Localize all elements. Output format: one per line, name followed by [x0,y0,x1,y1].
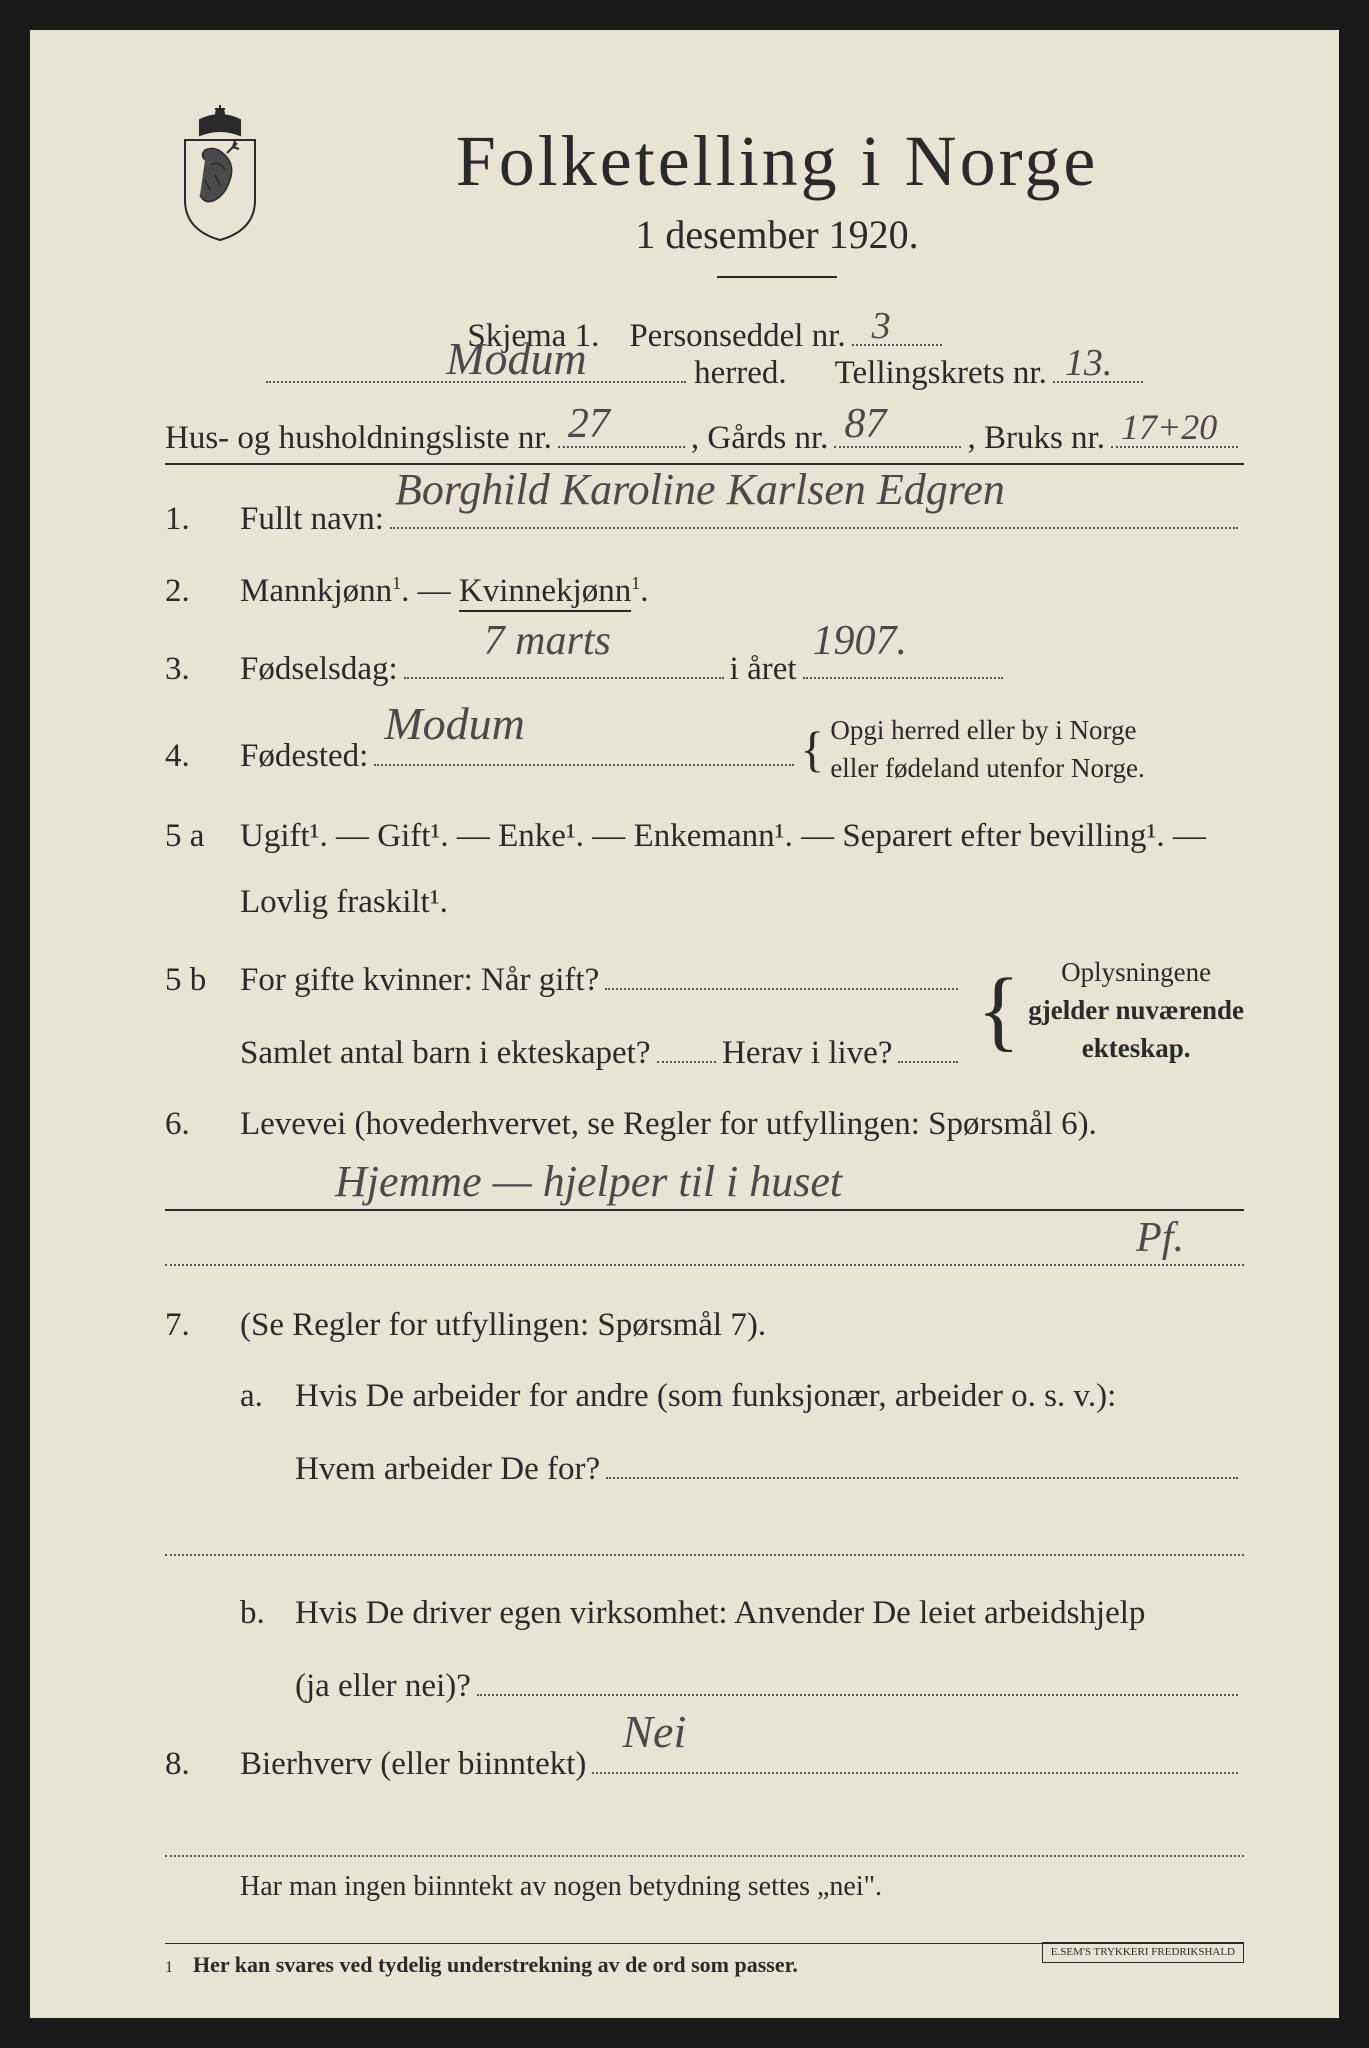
q4: 4. Fødested: Modum { Opgi herred eller b… [165,712,1244,788]
q3-day-value: 7 marts [484,604,611,680]
q5a-num: 5 a [165,807,240,866]
q5b-field2 [657,1017,717,1063]
q5b-label2: Samlet antal barn i ekteskapet? [240,1024,651,1083]
telling-value: 13. [1065,341,1113,385]
subtitle: 1 desember 1920. [310,211,1244,258]
q3-year-label: i året [730,640,797,699]
printer-mark: E.SEM'S TRYKKERI FREDRIKSHALD [1042,1942,1244,1963]
q7a-num: a. [240,1367,295,1426]
q2-num: 2. [165,562,240,621]
header: Folketelling i Norge 1 desember 1920. [165,120,1244,303]
q7b-label2: (ja eller nei)? [295,1657,471,1716]
q5a-2: Lovlig fraskilt¹. [165,873,1244,932]
q5b: 5 b For gifte kvinner: Når gift? { Oplys… [165,944,1244,1011]
q2: 2. Mannkjønn1. — Kvinnekjønn1. [165,562,1244,621]
q6-field: Hjemme — hjelper til i huset [165,1161,1244,1211]
q4-label: Fødested: [240,727,368,786]
q6-num: 6. [165,1095,240,1154]
q6-value2: Pf. [1136,1214,1184,1262]
person-label: Personseddel nr. [629,318,845,355]
q4-side: { Opgi herred eller by i Norge eller fød… [800,712,1144,788]
q7b-label1: Hvis De driver egen virksomhet: Anvender… [295,1584,1244,1643]
herred-line: Modum herred. Tellingskrets nr. 13. [165,355,1244,392]
q7b-field [477,1649,1238,1695]
q7a-label1: Hvis De arbeider for andre (som funksjon… [295,1367,1244,1426]
gards-nr-value: 87 [844,400,886,448]
q6-value: Hjemme — hjelper til i huset [335,1156,842,1207]
q4-side2: eller fødeland utenfor Norge. [830,750,1144,788]
herred-label: herred. [694,355,787,392]
q1: 1. Fullt navn: Borghild Karoline Karlsen… [165,483,1244,550]
q3: 3. Fødselsdag: 7 marts i året 1907. [165,633,1244,700]
q5a-opts2: Lovlig fraskilt¹. [240,873,1244,932]
q8-label: Bierhverv (eller biinntekt) [240,1735,586,1794]
q8-field: Nei [592,1728,1238,1774]
title-block: Folketelling i Norge 1 desember 1920. [310,120,1244,303]
q8-value: Nei [622,1691,686,1774]
q7-num: 7. [165,1296,240,1355]
q1-label: Fullt navn: [240,490,384,549]
q8-field2 [165,1807,1244,1857]
note: Har man ingen biinntekt av nogen betydni… [240,1871,1244,1903]
q5b-label1: For gifte kvinner: Når gift? [240,951,599,1010]
q2-dash: — [418,573,459,609]
q3-year-value: 1907. [813,604,908,680]
q7a-field2 [165,1511,1244,1556]
q3-num: 3. [165,640,240,699]
q5b-side1: Oplysningene [1028,954,1244,992]
q4-side1: Opgi herred eller by i Norge [830,712,1144,750]
q7b: b. Hvis De driver egen virksomhet: Anven… [165,1584,1244,1643]
q6-field2: Pf. [165,1211,1244,1266]
footnote-text: Her kan svares ved tydelig understreknin… [193,1952,798,1978]
q7a-label2: Hvem arbeider De for? [295,1440,600,1499]
q1-value: Borghild Karoline Karlsen Edgren [395,450,1005,529]
q5b-field1 [605,944,958,990]
person-nr-value: 3 [872,304,891,348]
coat-of-arms-icon [165,105,275,245]
q7a: a. Hvis De arbeider for andre (som funks… [165,1367,1244,1426]
footnote-num: 1 [165,1959,173,1977]
q2-m: Mannkjønn [240,573,392,609]
q7a-2: Hvem arbeider De for? [165,1432,1244,1499]
q7-label: (Se Regler for utfyllingen: Spørsmål 7). [240,1296,1244,1355]
q4-value: Modum [384,683,525,766]
q4-num: 4. [165,727,240,786]
hus-line: Hus- og husholdningsliste nr. 27 , Gårds… [165,402,1244,457]
q3-label: Fødselsdag: [240,640,398,699]
census-form-page: Folketelling i Norge 1 desember 1920. Sk… [30,30,1339,2018]
q4-field: Modum [374,720,794,766]
q6-label: Levevei (hovederhvervet, se Regler for u… [240,1095,1244,1154]
person-nr-field: 3 [852,344,942,346]
q5b-num: 5 b [165,951,240,1010]
q5b-field3 [898,1017,958,1063]
q7a-field [606,1432,1238,1478]
bruks-nr-field: 17+20 [1111,402,1238,448]
q5a: 5 a Ugift¹. — Gift¹. — Enke¹. — Enkemann… [165,807,1244,866]
title-rule [717,276,837,278]
q5b-2: Samlet antal barn i ekteskapet? Herav i … [165,1017,1244,1084]
q7: 7. (Se Regler for utfyllingen: Spørsmål … [165,1296,1244,1355]
q7b-num: b. [240,1584,295,1643]
q5b-label3: Herav i live? [722,1024,892,1083]
q1-field: Borghild Karoline Karlsen Edgren [390,483,1238,529]
q8: 8. Bierhverv (eller biinntekt) Nei [165,1728,1244,1795]
telling-field: 13. [1053,381,1143,383]
q7b-2: (ja eller nei)? [165,1649,1244,1716]
q1-num: 1. [165,490,240,549]
q3-day-field: 7 marts [404,633,724,679]
q5a-opts: Ugift¹. — Gift¹. — Enke¹. — Enkemann¹. —… [240,807,1244,866]
q8-num: 8. [165,1735,240,1794]
q6: 6. Levevei (hovederhvervet, se Regler fo… [165,1095,1244,1154]
q3-year-field: 1907. [803,633,1003,679]
herred-value: Modum [446,332,587,385]
bruks-nr-value: 17+20 [1121,406,1217,448]
hus-nr-value: 27 [568,400,610,448]
herred-field: Modum [266,381,686,383]
telling-label: Tellingskrets nr. [835,355,1047,392]
hus-nr-field: 27 [558,402,685,448]
main-title: Folketelling i Norge [310,120,1244,203]
gards-nr-field: 87 [834,402,961,448]
